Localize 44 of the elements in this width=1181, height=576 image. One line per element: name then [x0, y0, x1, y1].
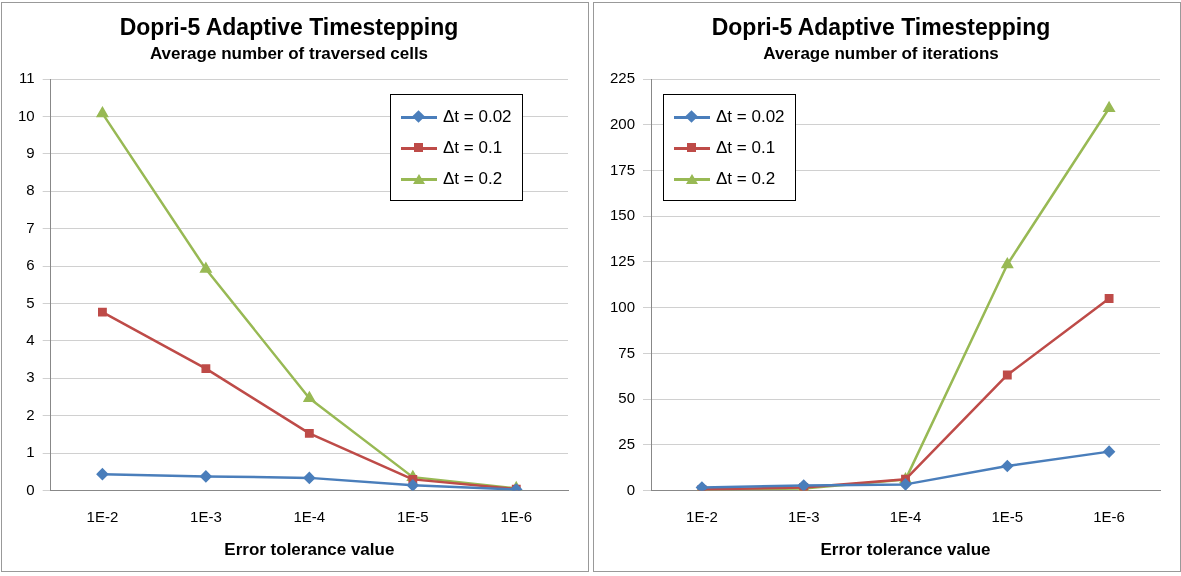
x-tick-label: 1E-3 — [190, 507, 222, 525]
chart-title: Dopri-5 Adaptive Timestepping — [119, 14, 459, 41]
x-tick-label: 1E-4 — [889, 507, 922, 525]
y-tick-label: 0 — [626, 480, 636, 498]
chart-subtitle: Average number of iterations — [763, 44, 999, 64]
y-tick-label: 200 — [610, 114, 636, 132]
y-tick-label: 25 — [618, 435, 636, 453]
y-tick-label: 9 — [26, 143, 35, 161]
x-tick-label: 1E-6 — [500, 507, 533, 525]
legend-label: Δt = 0.2 — [716, 168, 776, 189]
y-tick-label: 10 — [18, 106, 35, 124]
legend-label: Δt = 0.02 — [716, 106, 785, 127]
y-tick-label: 100 — [610, 297, 636, 315]
legend-label: Δt = 0.1 — [443, 137, 503, 158]
x-tick-label: 1E-2 — [686, 507, 718, 525]
x-tick-label: 1E-2 — [86, 507, 119, 525]
y-tick-label: 225 — [610, 69, 636, 87]
y-tick-label: 4 — [26, 331, 35, 349]
chart-title: Dopri-5 Adaptive Timestepping — [711, 14, 1051, 41]
x-tick-label: 1E-6 — [1093, 507, 1125, 525]
y-tick-label: 50 — [618, 389, 636, 407]
y-tick-label: 0 — [26, 480, 35, 498]
legend-label: Δt = 0.1 — [716, 137, 776, 158]
y-tick-label: 11 — [19, 69, 35, 87]
x-tick-label: 1E-5 — [396, 507, 429, 525]
y-tick-label: 175 — [610, 160, 636, 178]
legend-label: Δt = 0.2 — [443, 168, 503, 189]
y-tick-label: 8 — [26, 181, 35, 199]
x-tick-label: 1E-5 — [991, 507, 1024, 525]
y-tick-label: 2 — [26, 405, 35, 423]
legend-label: Δt = 0.02 — [443, 106, 512, 127]
y-tick-label: 75 — [618, 343, 636, 361]
x-axis-title: Error tolerance value — [820, 540, 991, 560]
x-tick-label: 1E-3 — [787, 507, 820, 525]
y-tick-label: 3 — [26, 368, 35, 386]
chart-subtitle: Average number of traversed cells — [149, 44, 429, 64]
y-tick-label: 6 — [26, 256, 35, 274]
x-tick-label: 1E-4 — [293, 507, 326, 525]
x-axis-title: Error tolerance value — [224, 540, 395, 560]
y-tick-label: 150 — [610, 206, 636, 224]
y-tick-label: 1 — [26, 443, 35, 461]
y-tick-label: 125 — [610, 252, 636, 270]
y-tick-label: 5 — [26, 293, 35, 311]
y-tick-label: 7 — [26, 218, 35, 236]
